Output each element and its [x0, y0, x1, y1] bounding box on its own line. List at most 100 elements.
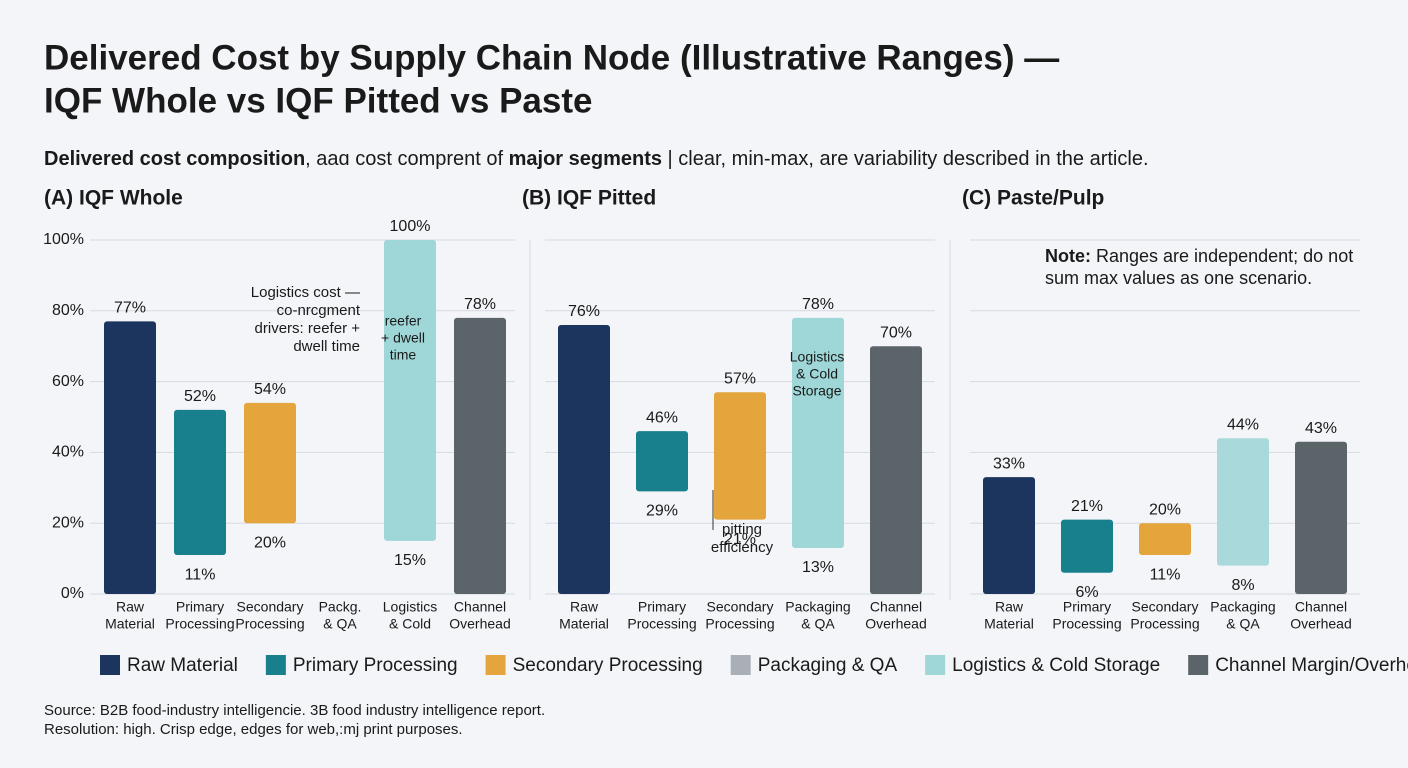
x-tick-label: Primary — [638, 599, 686, 615]
x-tick-label: Packg. — [319, 599, 362, 615]
range-bar — [1061, 519, 1113, 573]
value-label: 54% — [254, 381, 286, 398]
value-label: 6% — [1075, 584, 1098, 601]
x-tick-label: Secondary — [1132, 599, 1199, 615]
note: Note: Ranges are independent; do not — [1045, 246, 1353, 266]
x-tick-label: Raw — [116, 599, 145, 615]
x-tick-label: & QA — [323, 616, 357, 632]
x-tick-label: & QA — [1226, 616, 1260, 632]
value-label: 100% — [390, 218, 431, 235]
y-tick-label: 40% — [52, 444, 84, 461]
note-part: Note: — [1045, 246, 1091, 266]
x-tick-label: Packaging — [1210, 599, 1275, 615]
y-tick-label: 100% — [43, 231, 84, 248]
value-label: 78% — [464, 296, 496, 313]
title-line: Delivered Cost by Supply Chain Node (Ill… — [44, 38, 1059, 77]
value-label: 70% — [880, 324, 912, 341]
note-part: Ranges are independent; do not — [1091, 246, 1353, 266]
value-label: 11% — [185, 566, 216, 583]
value-label: 52% — [184, 388, 216, 405]
legend-label: Secondary Processing — [513, 655, 703, 676]
annotation: Logistics — [790, 349, 844, 365]
range-bar — [983, 477, 1035, 594]
value-label: 11% — [1150, 566, 1181, 583]
annotation: dwell time — [293, 338, 360, 355]
x-tick-label: Material — [984, 616, 1034, 632]
y-tick-label: 20% — [52, 514, 84, 531]
x-tick-label: Channel — [454, 599, 506, 615]
legend-swatch — [1188, 655, 1209, 675]
annotation: drivers: reefer + — [255, 320, 361, 337]
subtitle-part: , aaɑ cost comprent of — [305, 148, 508, 170]
x-tick-label: Processing — [165, 616, 234, 632]
x-tick-label: Processing — [235, 616, 304, 632]
value-label: 20% — [254, 534, 286, 551]
x-tick-label: Overhead — [865, 616, 926, 632]
panel-title: (B) IQF Pitted — [522, 187, 656, 210]
x-tick-label: Processing — [705, 616, 774, 632]
range-bar — [1217, 438, 1269, 566]
value-label: 20% — [1149, 501, 1181, 518]
value-label: 46% — [646, 409, 678, 426]
x-tick-label: Material — [559, 616, 609, 632]
value-label: 15% — [394, 552, 426, 569]
range-bar — [714, 392, 766, 520]
source-line: Resolution: high. Crisp edge, edges for … — [44, 721, 463, 738]
x-tick-label: Secondary — [707, 599, 774, 615]
x-tick-label: & QA — [801, 616, 835, 632]
source-line: Source: B2B food-industry intelligencie.… — [44, 702, 545, 719]
range-bar — [384, 240, 436, 541]
legend-swatch — [100, 655, 120, 675]
x-tick-label: Processing — [1052, 616, 1121, 632]
x-tick-label: & Cold — [389, 616, 431, 632]
legend-label: Logistics & Cold Storage — [952, 655, 1160, 676]
annotation: pitting — [722, 521, 762, 538]
x-tick-label: Primary — [176, 599, 224, 615]
annotation: Logistics cost — — [251, 284, 360, 301]
legend-swatch — [925, 655, 946, 675]
x-tick-label: Raw — [570, 599, 599, 615]
value-label: 33% — [993, 455, 1025, 472]
legend-swatch — [485, 655, 506, 675]
annotation: Storage — [792, 383, 841, 399]
subtitle-part: Delivered cost composition — [44, 148, 305, 170]
x-tick-label: Processing — [1130, 616, 1199, 632]
range-bar — [244, 402, 296, 524]
range-bar — [1139, 523, 1191, 556]
panel-title: (A) IQF Whole — [44, 187, 183, 210]
value-label: 21% — [1071, 498, 1103, 515]
x-tick-label: Channel — [870, 599, 922, 615]
y-tick-label: 80% — [52, 302, 84, 319]
value-label: 13% — [802, 559, 834, 576]
x-tick-label: Channel — [1295, 599, 1347, 615]
value-label: 76% — [568, 303, 600, 320]
annotation: efficiency — [711, 539, 774, 556]
annotation: & Cold — [796, 366, 838, 382]
legend-label: Channel Margin/Overhead — [1215, 655, 1408, 676]
title-line: IQF Whole vs IQF Pitted vs Paste — [44, 81, 592, 120]
annotation: reefer — [385, 313, 422, 329]
x-tick-label: Logistics — [383, 599, 437, 615]
x-tick-label: Secondary — [237, 599, 304, 615]
value-label: 57% — [724, 370, 756, 387]
legend-swatch — [265, 655, 286, 675]
x-tick-label: Processing — [627, 616, 696, 632]
value-label: 29% — [646, 503, 678, 520]
y-tick-label: 0% — [61, 585, 84, 602]
legend-label: Primary Processing — [293, 655, 458, 676]
value-label: 78% — [802, 296, 834, 313]
legend-label: Packaging & QA — [758, 655, 898, 676]
y-tick-label: 60% — [52, 373, 84, 390]
annotation: + dwell — [381, 330, 425, 346]
value-label: 43% — [1305, 420, 1337, 437]
panel-title: (C) Paste/Pulp — [962, 187, 1104, 210]
value-label: 8% — [1231, 577, 1254, 594]
range-bar — [792, 317, 844, 548]
legend-label: Raw Material — [127, 655, 238, 676]
range-bar — [174, 409, 226, 556]
value-label: 21% — [724, 531, 756, 548]
subtitle-part: | clear, min-max, are variability descri… — [662, 148, 1149, 170]
range-bar — [636, 431, 688, 492]
